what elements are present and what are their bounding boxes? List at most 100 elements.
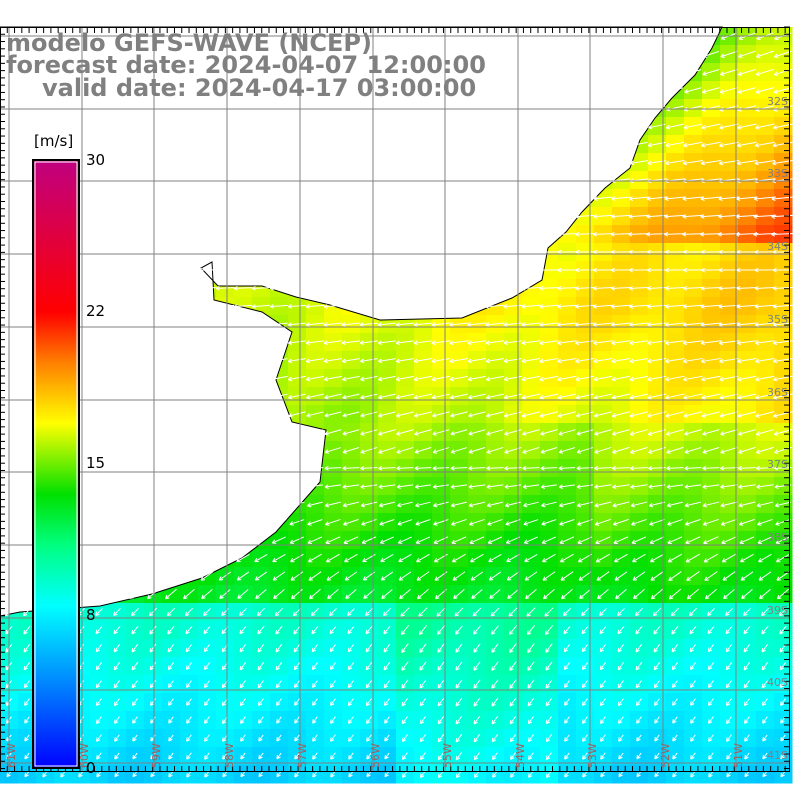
wind-arrow [381, 589, 393, 600]
wind-arrow [503, 340, 523, 346]
lon-label: 53W [586, 743, 599, 768]
wind-arrow [239, 716, 246, 724]
wind-arrow [612, 446, 630, 454]
wind-arrow [271, 501, 287, 508]
wind-arrow [164, 231, 177, 237]
wind-arrow [719, 411, 739, 418]
wind-arrow [558, 123, 576, 130]
wind-arrow [180, 447, 198, 454]
wind-arrow [329, 644, 337, 653]
wind-arrow [617, 661, 625, 671]
wind-arrow [575, 231, 595, 237]
wind-arrow [450, 213, 468, 219]
wind-arrow [144, 322, 162, 327]
wind-arrow [558, 484, 575, 489]
wind-arrow [684, 429, 702, 436]
wind-arrow [149, 51, 157, 57]
wind-arrow [664, 231, 686, 237]
wind-arrow [467, 267, 487, 273]
wind-arrow [521, 267, 541, 273]
wind-arrow [594, 141, 612, 148]
wind-arrow [473, 643, 481, 653]
wind-arrow [23, 625, 31, 635]
wind-arrow [397, 519, 413, 526]
wind-arrow [611, 322, 631, 327]
wind-arrow [419, 661, 427, 671]
wind-arrow [239, 625, 247, 635]
wind-arrow [469, 160, 485, 165]
wind-arrow [504, 196, 522, 201]
wind-arrow [398, 124, 412, 129]
wind-arrow [707, 662, 715, 671]
wind-arrow [363, 51, 375, 57]
wind-arrow [234, 484, 252, 490]
wind-arrow [345, 589, 357, 599]
wind-arrow [108, 358, 126, 364]
wind-arrow [308, 142, 322, 147]
wind-arrow [595, 69, 611, 76]
wind-arrow [630, 123, 648, 130]
wind-arrow [131, 679, 139, 689]
wind-arrow [380, 142, 394, 147]
wind-arrow [688, 607, 697, 617]
wind-arrow [629, 304, 649, 309]
wind-arrow [344, 124, 358, 129]
wind-arrow [761, 643, 769, 653]
wind-arrow [130, 159, 140, 165]
wind-arrow [233, 285, 253, 291]
wind-arrow [162, 358, 180, 364]
wind-arrow [91, 518, 107, 526]
wind-arrow [234, 429, 252, 436]
wind-arrow [22, 213, 32, 219]
wind-arrow [306, 429, 324, 436]
wind-arrow [648, 501, 665, 508]
wind-arrow [563, 643, 571, 653]
wind-arrow [452, 571, 466, 581]
wind-arrow [470, 571, 484, 581]
wind-arrow [487, 87, 502, 94]
wind-arrow [628, 231, 650, 237]
wind-arrow [200, 231, 214, 237]
wind-arrow [288, 447, 306, 454]
wind-arrow [413, 340, 433, 346]
colorbar-tick: 15 [86, 454, 106, 472]
wind-arrow [167, 625, 175, 635]
wind-arrow [235, 518, 251, 526]
wind-arrow [473, 625, 481, 635]
wind-arrow [290, 142, 303, 147]
wind-arrow [240, 770, 246, 778]
wind-arrow [776, 553, 790, 563]
wind-arrow [472, 607, 482, 617]
wind-arrow [399, 588, 411, 600]
wind-arrow [360, 231, 377, 237]
wind-arrow [449, 375, 469, 382]
wind-arrow [665, 429, 684, 436]
wind-arrow [419, 697, 427, 707]
wind-arrow [180, 393, 198, 400]
wind-arrow [557, 231, 577, 237]
wind-arrow [378, 501, 395, 508]
wind-arrow [432, 196, 449, 201]
wind-arrow [271, 231, 287, 237]
wind-arrow [612, 141, 630, 148]
wind-arrow [415, 501, 431, 508]
wind-arrow [395, 285, 415, 291]
wind-arrow [126, 411, 144, 418]
wind-arrow [504, 446, 522, 454]
wind-arrow [270, 446, 288, 454]
wind-arrow [467, 375, 486, 382]
wind-arrow [234, 411, 252, 418]
wind-arrow [431, 267, 451, 273]
wind-arrow [762, 752, 768, 760]
wind-arrow [323, 304, 343, 309]
wind-arrow [218, 231, 232, 237]
wind-arrow [203, 698, 210, 706]
wind-arrow [593, 393, 612, 400]
wind-arrow [252, 322, 270, 327]
wind-arrow [468, 501, 486, 508]
wind-arrow [773, 429, 792, 436]
lat-lon-grid [0, 27, 790, 772]
wind-arrow [720, 446, 738, 454]
wind-arrow [113, 608, 121, 617]
wind-arrow [487, 142, 503, 148]
